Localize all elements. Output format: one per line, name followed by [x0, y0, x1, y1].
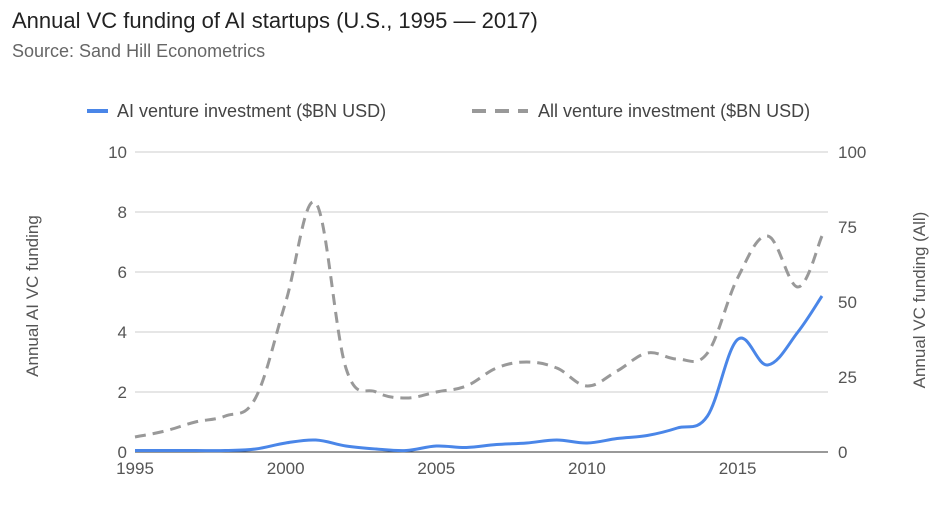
- series-line-all: [134, 200, 824, 439]
- y-axis-left-label: Annual AI VC funding: [23, 215, 42, 377]
- x-tick-label: 2010: [568, 459, 606, 478]
- chart-subtitle: Source: Sand Hill Econometrics: [12, 41, 266, 61]
- y-left-tick-label: 4: [118, 323, 127, 342]
- legend-label-ai: AI venture investment ($BN USD): [117, 101, 386, 121]
- legend-label-all: All venture investment ($BN USD): [538, 101, 810, 121]
- y-left-tick-label: 8: [118, 203, 127, 222]
- x-tick-label: 2005: [417, 459, 455, 478]
- x-tick-label: 1995: [116, 459, 154, 478]
- gridlines: [135, 151, 828, 453]
- y-right-tick-label: 75: [838, 218, 857, 237]
- chart-title: Annual VC funding of AI startups (U.S., …: [12, 8, 538, 33]
- y-right-tick-label: 100: [838, 143, 866, 162]
- series-line-ai: [134, 295, 824, 453]
- legend: AI venture investment ($BN USD) All ventu…: [87, 101, 810, 121]
- x-tick-label: 2000: [267, 459, 305, 478]
- y-left-tick-label: 0: [118, 443, 127, 462]
- y-axis-right-label: Annual VC funding (All): [910, 212, 929, 389]
- y-right-tick-label: 50: [838, 293, 857, 312]
- series-layer: [134, 200, 824, 453]
- y-right-tick-label: 25: [838, 368, 857, 387]
- y-left-tick-label: 2: [118, 383, 127, 402]
- y-left-tick-label: 10: [108, 143, 127, 162]
- y-right-tick-label: 0: [838, 443, 847, 462]
- y-left-tick-label: 6: [118, 263, 127, 282]
- x-tick-label: 2015: [719, 459, 757, 478]
